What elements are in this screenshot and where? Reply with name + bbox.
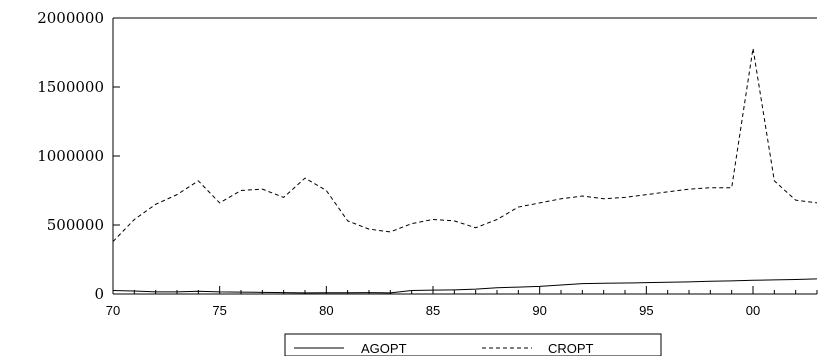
legend-label-agopt: AGOPT	[361, 341, 407, 356]
y-tick-label: 0	[94, 285, 104, 303]
x-tick-label: 95	[639, 303, 653, 318]
x-tick-label: 80	[319, 303, 333, 318]
x-tick-label: 90	[532, 303, 546, 318]
y-tick-label: 1500000	[37, 78, 104, 96]
plot-frame	[112, 17, 817, 295]
series-line-cropt	[112, 47, 818, 242]
x-tick-label: 70	[106, 303, 120, 318]
legend-box	[284, 333, 662, 356]
y-tick-label: 500000	[47, 216, 104, 234]
legend-label-cropt: CROPT	[548, 341, 594, 356]
series-line-agopt	[112, 278, 818, 294]
y-tick-label: 2000000	[37, 9, 104, 27]
series-layer	[112, 47, 818, 294]
x-tick-label: 75	[212, 303, 226, 318]
x-axis: 70 75 80 85 90 95 00	[106, 286, 818, 318]
x-tick-label: 85	[426, 303, 440, 318]
y-tick-label: 1000000	[37, 147, 104, 165]
legend: AGOPT CROPT	[284, 333, 662, 356]
y-axis: 0 500000 1000000 1500000 2000000	[37, 9, 120, 303]
x-tick-label: 00	[746, 303, 760, 318]
